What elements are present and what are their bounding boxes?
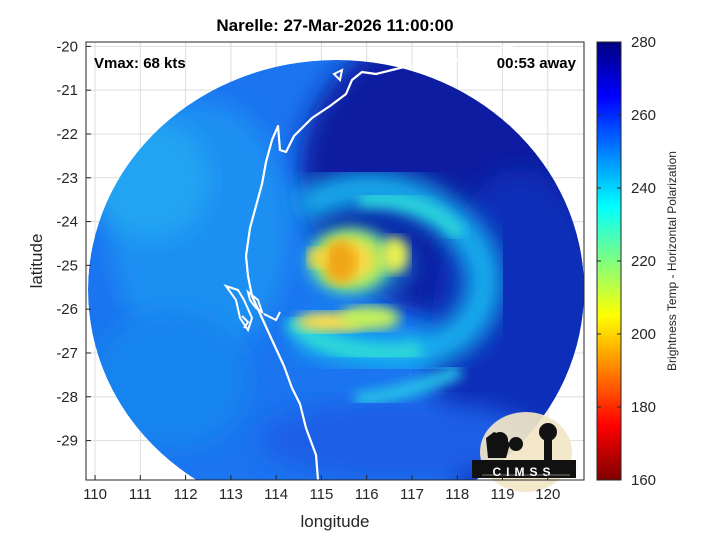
y-tick-label: -22 bbox=[56, 126, 78, 143]
x-axis-label: longitude bbox=[300, 512, 369, 531]
y-tick-label: -23 bbox=[56, 170, 78, 187]
colorbar-ticks: 160 180 200 220 240 260 280 bbox=[597, 34, 656, 489]
x-tick-label: 120 bbox=[535, 486, 560, 503]
x-tick-label: 111 bbox=[129, 486, 152, 503]
x-tick-label: 112 bbox=[174, 486, 198, 503]
x-tick-label: 113 bbox=[219, 486, 243, 503]
colorbar-tick-label: 200 bbox=[631, 326, 656, 343]
x-tick-label: 115 bbox=[309, 486, 333, 503]
y-axis-label: latitude bbox=[27, 234, 46, 289]
colorbar-tick-label: 280 bbox=[631, 34, 656, 51]
colorbar-tick-label: 240 bbox=[631, 180, 656, 197]
x-tick-label: 118 bbox=[445, 486, 469, 503]
cimss-logo-icon: CIMSS bbox=[472, 412, 576, 492]
colorbar-tick-label: 260 bbox=[631, 107, 656, 124]
y-tick-label: -20 bbox=[56, 38, 78, 55]
y-tick-label: -24 bbox=[56, 214, 78, 231]
y-axis-ticks: -20 -21 -22 -23 -24 -25 -26 -27 -28 -29 bbox=[56, 38, 91, 450]
time-away-annotation: 00:53 away bbox=[497, 55, 577, 72]
chart-title: Narelle: 27-Mar-2026 11:00:00 bbox=[216, 16, 453, 35]
x-tick-label: 114 bbox=[264, 486, 288, 503]
vmax-annotation: Vmax: 68 kts bbox=[94, 55, 186, 72]
colorbar-tick-label: 220 bbox=[631, 253, 656, 270]
x-axis-ticks: 110 111 112 113 114 115 116 117 118 119 120 bbox=[83, 475, 560, 503]
axes-frame bbox=[85, 41, 585, 481]
colorbar-label: Brightness Temp - Horizontal Polarizatio… bbox=[665, 151, 679, 371]
logo-label: CIMSS bbox=[492, 465, 555, 479]
y-tick-label: -21 bbox=[56, 82, 78, 99]
coastline bbox=[223, 42, 540, 480]
x-tick-label: 116 bbox=[355, 486, 379, 503]
colorbar-tick-label: 180 bbox=[631, 399, 656, 416]
y-tick-label: -25 bbox=[56, 257, 78, 274]
x-tick-label: 119 bbox=[491, 486, 515, 503]
y-tick-label: -29 bbox=[56, 433, 78, 450]
y-tick-label: -26 bbox=[56, 301, 78, 318]
y-tick-label: -27 bbox=[56, 345, 78, 362]
y-tick-label: -28 bbox=[56, 389, 78, 406]
x-tick-label: 110 bbox=[83, 486, 107, 503]
colorbar-tick-label: 160 bbox=[631, 472, 656, 489]
x-tick-label: 117 bbox=[400, 486, 424, 503]
